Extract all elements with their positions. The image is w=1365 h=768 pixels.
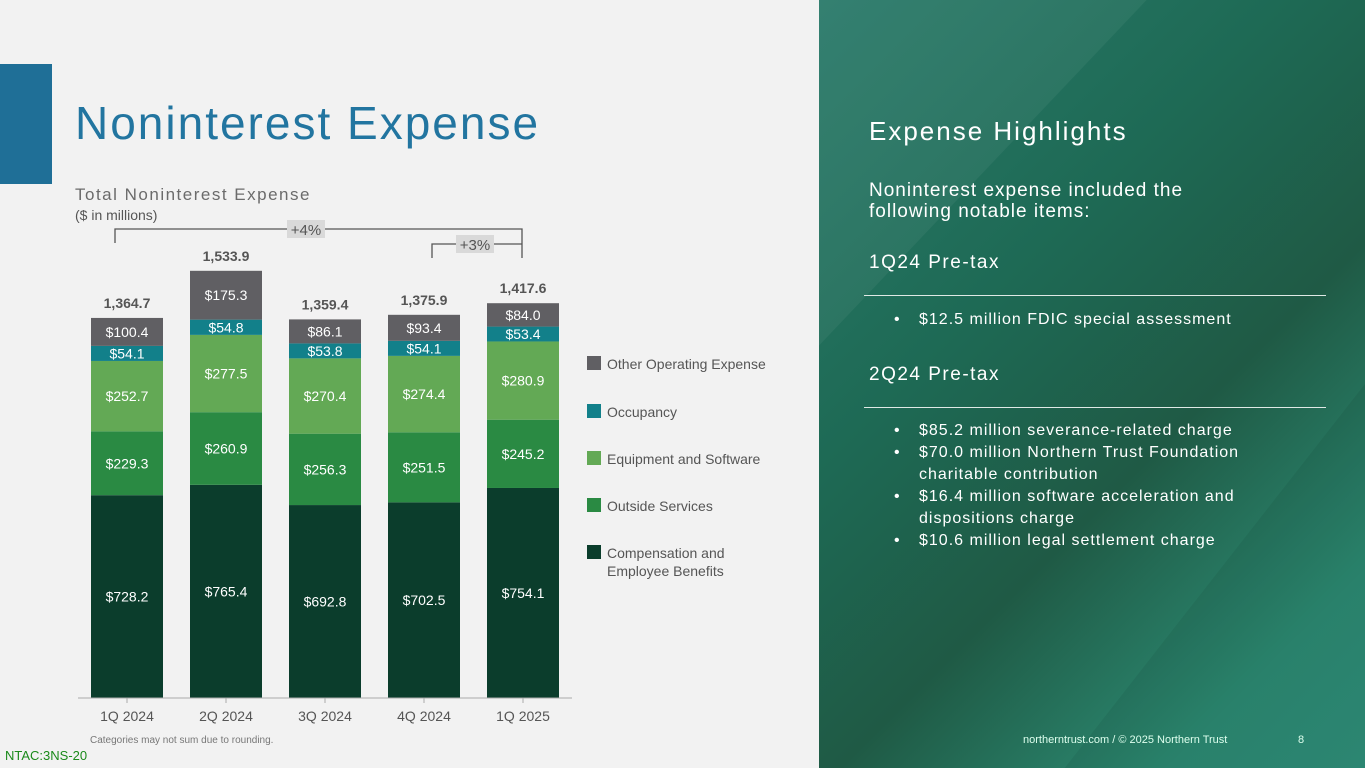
data-label: $54.1 [109, 345, 144, 361]
data-label: $728.2 [106, 589, 149, 605]
data-label: $702.5 [403, 592, 446, 608]
divider [864, 295, 1326, 296]
legend-swatch [587, 451, 601, 465]
data-label: $245.2 [502, 446, 545, 462]
x-tick-label: 4Q 2024 [397, 708, 451, 724]
total-label: 1,359.4 [302, 296, 349, 312]
data-label: $251.5 [403, 459, 446, 475]
footer-copyright: northerntrust.com / © 2025 Northern Trus… [1023, 734, 1228, 746]
bar-segment [91, 495, 163, 698]
list-item: $12.5 million FDIC special assessment [894, 309, 1294, 331]
total-label: 1,533.9 [203, 248, 250, 264]
list-item: $16.4 million software acceleration and … [894, 486, 1294, 530]
bar-segment [388, 314, 460, 341]
panel-heading: Expense Highlights [869, 116, 1128, 146]
bar-segment [289, 505, 361, 698]
legend-swatch [587, 545, 601, 559]
divider [864, 407, 1326, 408]
page-title: Noninterest Expense [75, 97, 541, 149]
bar-segment [388, 502, 460, 698]
data-label: $93.4 [406, 320, 441, 336]
section-1q24: 1Q24 Pre-tax [869, 252, 1000, 273]
bar-segment [289, 433, 361, 506]
total-label: 1,364.7 [104, 295, 151, 311]
list-item: $10.6 million legal settlement charge [894, 530, 1294, 552]
bar-segment [487, 326, 559, 342]
bar-segment [487, 487, 559, 698]
data-label: $54.8 [208, 319, 243, 335]
qoq-label: +3% [460, 237, 490, 254]
data-label: $175.3 [205, 287, 248, 303]
data-label: $280.9 [502, 373, 545, 389]
bar-segment [289, 319, 361, 344]
list-item: $85.2 million severance-related charge [894, 420, 1294, 442]
data-label: $754.1 [502, 585, 545, 601]
section-2q24: 2Q24 Pre-tax [869, 364, 1000, 385]
chart-subtitle: ($ in millions) [75, 207, 158, 223]
bar-segment [190, 319, 262, 335]
data-label: $260.9 [205, 441, 248, 457]
page-number: 8 [1298, 734, 1305, 746]
bar-segment [190, 484, 262, 698]
data-label: $765.4 [205, 583, 248, 599]
highlights-panel: Expense Highlights Noninterest expense i… [819, 0, 1365, 768]
legend-swatch [587, 356, 601, 370]
data-label: $270.4 [304, 388, 347, 404]
data-label: $274.4 [403, 386, 446, 402]
accent-bar [0, 64, 52, 184]
data-label: $84.0 [505, 307, 540, 323]
bar-segment [487, 341, 559, 420]
stacked-bar-chart: $728.2 $229.3 $252.7 $54.1 $100.4 1,364.7 1Q 2… [78, 220, 572, 724]
list-1q24: $12.5 million FDIC special assessment [894, 309, 1294, 331]
x-tick-label: 2Q 2024 [199, 708, 253, 724]
yoy-label: +4% [291, 222, 321, 239]
data-label: $252.7 [106, 388, 149, 404]
document-code: NTAC:3NS-20 [5, 748, 88, 763]
data-label: $100.4 [106, 324, 149, 340]
bar-segment [388, 432, 460, 503]
bar-segment [190, 270, 262, 320]
data-label: $54.1 [406, 340, 441, 356]
bar-segment [190, 334, 262, 413]
bar-segment [289, 358, 361, 434]
legend-swatch [587, 498, 601, 512]
data-label: $229.3 [106, 455, 149, 471]
total-label: 1,375.9 [401, 292, 448, 308]
chart-title: Total Noninterest Expense [75, 185, 311, 204]
data-label: $256.3 [304, 461, 347, 477]
bar-segment [91, 345, 163, 361]
data-label: $86.1 [307, 323, 342, 339]
bar-segment [487, 303, 559, 327]
x-tick-label: 1Q 2024 [100, 708, 154, 724]
footnote: Categories may not sum due to rounding. [90, 735, 274, 746]
bar-segment [487, 419, 559, 488]
total-label: 1,417.6 [500, 280, 547, 296]
x-tick-label: 3Q 2024 [298, 708, 352, 724]
data-label: $277.5 [205, 366, 248, 382]
qoq-label-bg [456, 235, 494, 253]
list-2q24: $85.2 million severance-related charge $… [894, 420, 1294, 552]
legend-swatch [587, 404, 601, 418]
bar-segment [388, 340, 460, 356]
data-label: $692.8 [304, 594, 347, 610]
bar-segment [91, 431, 163, 496]
bar-segment [289, 343, 361, 359]
bar-segment [91, 317, 163, 346]
list-item: $70.0 million Northern Trust Foundation … [894, 442, 1294, 486]
x-tick-label: 1Q 2025 [496, 708, 550, 724]
data-label: $53.8 [307, 343, 342, 359]
bar-segment [388, 355, 460, 433]
data-label: $53.4 [505, 326, 540, 342]
bar-segment [91, 360, 163, 432]
bar-segment [190, 412, 262, 485]
panel-intro: Noninterest expense included the followi… [869, 180, 1184, 222]
yoy-label-bg [287, 220, 325, 238]
